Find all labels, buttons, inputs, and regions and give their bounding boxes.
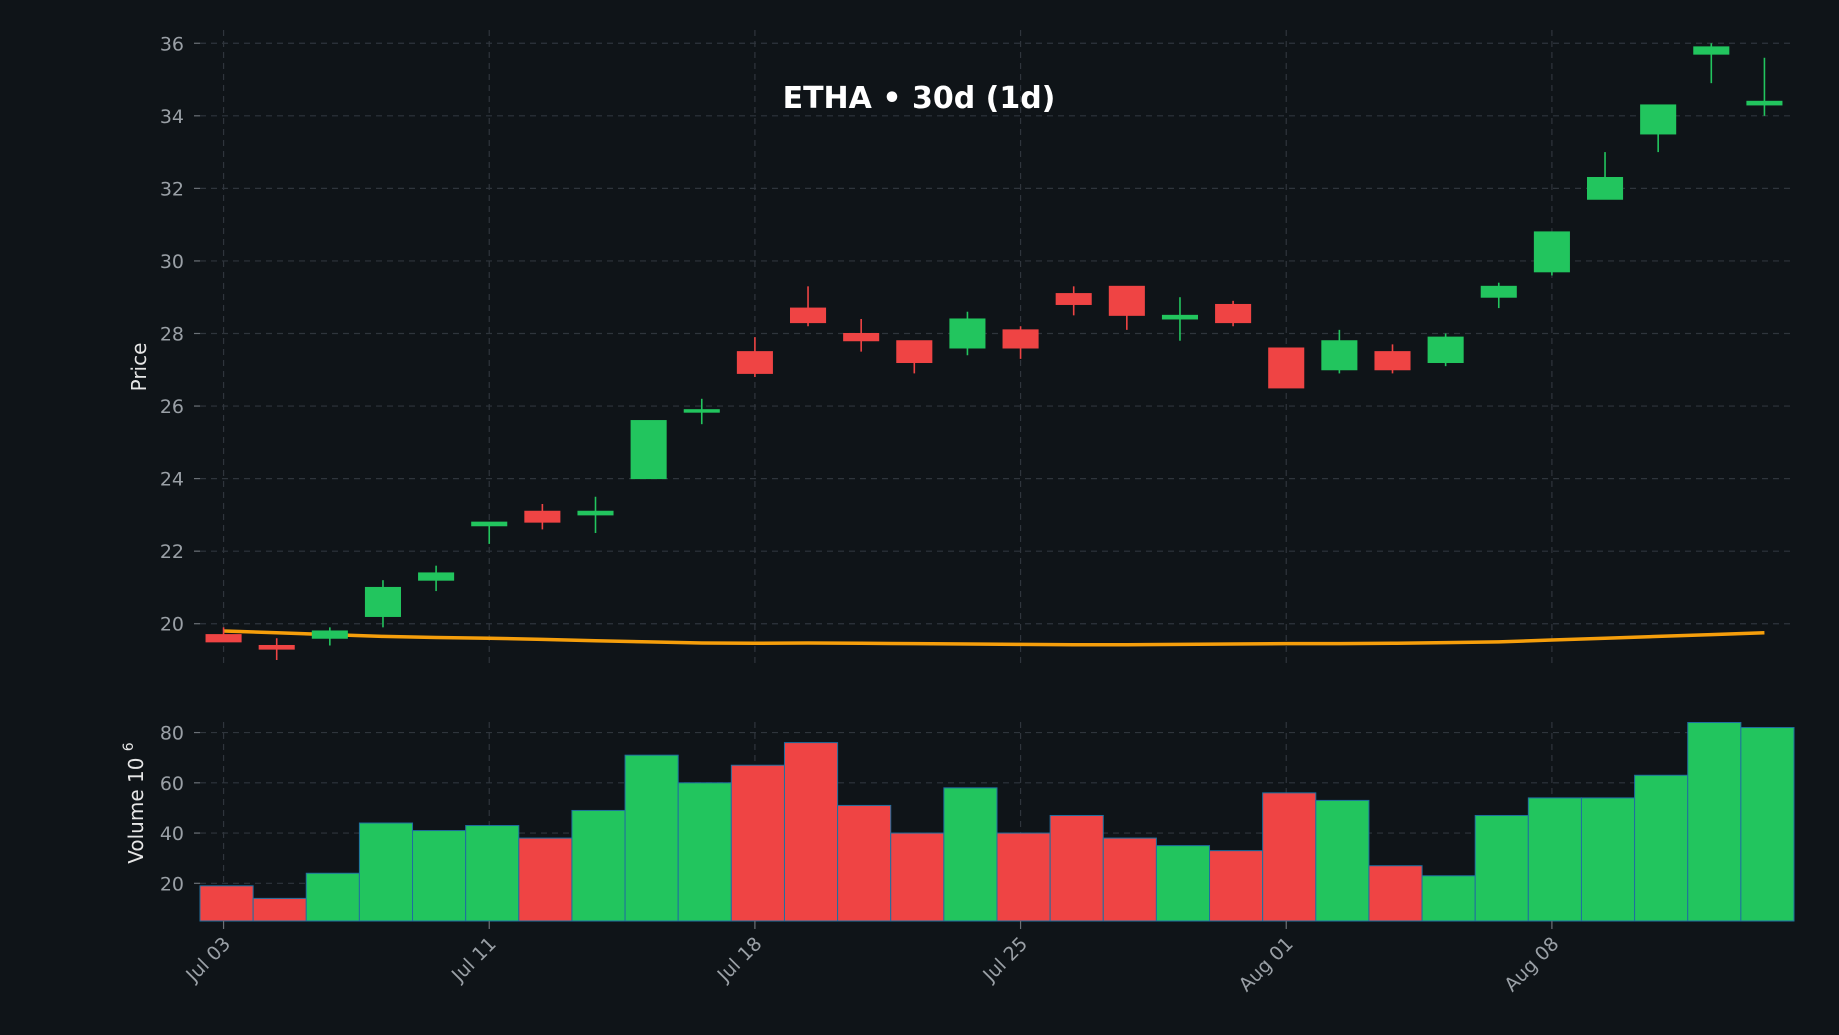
volume-bar: [358, 822, 414, 922]
volume-bar: [1527, 797, 1582, 922]
volume-bar: [1634, 774, 1689, 922]
volume-bar: [412, 830, 467, 922]
volume-bar: [252, 897, 307, 922]
price-tick-label: 26: [160, 396, 184, 418]
volume-bar: [1687, 722, 1742, 922]
candle-body: [1427, 336, 1464, 364]
price-tick-label: 22: [160, 541, 184, 563]
volume-bar: [1262, 792, 1317, 922]
price-tick-label: 34: [160, 106, 184, 128]
volume-bar: [1102, 837, 1157, 922]
volume-bars: [199, 722, 1795, 922]
volume-bar: [465, 825, 520, 922]
candle-body: [1746, 100, 1783, 106]
date-tick-label: Jul 03: [181, 933, 235, 987]
volume-bar: [1209, 850, 1264, 922]
candle-body: [1640, 104, 1677, 135]
candle-body: [1321, 340, 1358, 371]
moving-average-line: [223, 629, 1765, 647]
moving-average-layer: [223, 629, 1765, 647]
date-tick-label: Jul 11: [447, 933, 501, 987]
volume-bar: [1315, 799, 1370, 922]
volume-bar: [518, 837, 573, 922]
candle-body: [1002, 329, 1039, 349]
candle-body: [1693, 46, 1730, 55]
volume-bar: [730, 764, 785, 922]
volume-bar: [1580, 797, 1636, 922]
volume-bar: [624, 754, 679, 922]
candle-body: [258, 644, 295, 650]
candle-body: [311, 630, 348, 639]
volume-tick-label: 60: [160, 773, 184, 795]
candle-body: [843, 332, 880, 342]
chart-title: ETHA • 30d (1d): [783, 81, 1056, 116]
candle-body: [1215, 303, 1252, 324]
candle-body: [1268, 347, 1305, 389]
volume-bar: [943, 787, 998, 922]
candle-body: [683, 409, 720, 413]
candle-body: [1533, 231, 1570, 273]
price-tick-label: 28: [160, 323, 184, 345]
candle-body: [1161, 314, 1199, 320]
candle-body: [471, 521, 508, 527]
volume-bar: [677, 782, 732, 922]
volume-bar: [1155, 845, 1211, 922]
candle-body: [1480, 285, 1517, 298]
date-tick-label: Aug 01: [1235, 933, 1298, 996]
price-tick-label: 30: [160, 251, 184, 273]
candle-body: [364, 586, 402, 617]
candle-body: [736, 351, 773, 374]
volume-bar: [783, 742, 839, 922]
candle-body: [630, 420, 667, 480]
candle-body: [789, 307, 827, 324]
volume-tick-label: 40: [160, 823, 184, 845]
candle-body: [949, 318, 986, 349]
price-tick-label: 36: [160, 33, 184, 55]
volume-bar: [1740, 727, 1795, 922]
candle-body: [1108, 285, 1145, 316]
volume-bar: [199, 885, 254, 922]
candle-body: [577, 510, 614, 516]
date-tick-label: Aug 08: [1500, 933, 1563, 996]
volume-bar: [571, 809, 626, 922]
volume-bar: [305, 872, 360, 922]
volume-bar: [890, 832, 945, 922]
volume-axis-exponent: 6: [121, 742, 137, 751]
date-tick-label: Jul 25: [978, 933, 1032, 987]
volume-bar: [837, 804, 892, 922]
volume-bar: [1421, 875, 1476, 922]
date-tick-label: Jul 18: [713, 933, 767, 987]
candle-body: [524, 510, 561, 523]
candle-body: [1374, 351, 1411, 371]
volume-bar: [1049, 814, 1104, 922]
price-axis-label: Price: [127, 343, 151, 392]
price-tick-label: 24: [160, 469, 184, 491]
candle-body: [1586, 176, 1624, 200]
volume-axis-label-text: Volume 10: [124, 758, 148, 864]
candle-body: [418, 572, 455, 581]
candle-body: [1055, 293, 1092, 305]
volume-bar: [996, 832, 1051, 922]
volume-bar: [1368, 865, 1423, 922]
candle-body: [896, 340, 933, 364]
price-tick-label: 20: [160, 614, 184, 636]
candle-body: [205, 634, 242, 643]
candles: [205, 43, 1783, 660]
volume-axis-label: Volume 10 6: [121, 742, 148, 864]
volume-bar: [1474, 814, 1529, 922]
volume-tick-label: 20: [160, 873, 184, 895]
volume-tick-label: 80: [160, 723, 184, 745]
price-tick-label: 32: [160, 178, 184, 200]
